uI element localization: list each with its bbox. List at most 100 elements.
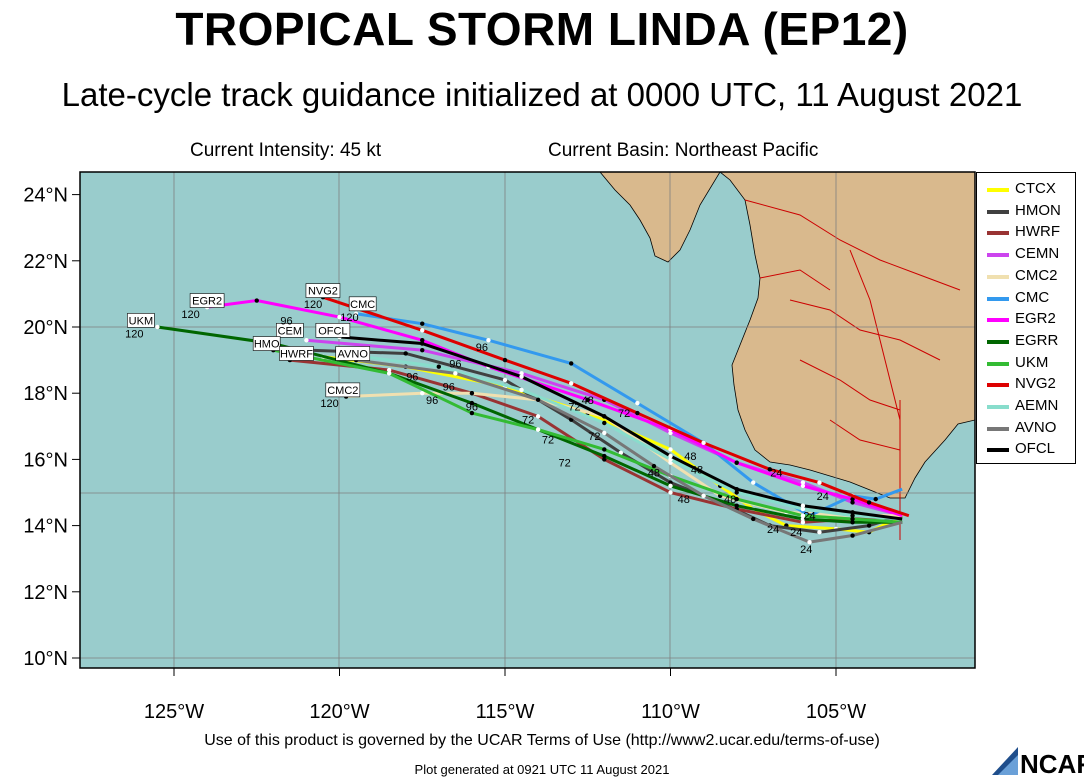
track-point [420,328,425,333]
label-text: AVNO [338,348,369,360]
current-basin: Current Basin: Northeast Pacific [548,140,819,161]
track-point [668,447,673,452]
forecast-hour-label: 96 [426,395,438,407]
label-text: 120 [320,398,338,410]
label-text: 24 [790,527,802,539]
track-point [436,364,441,369]
plot-generated: Plot generated at 0921 UTC 11 August 202… [414,762,670,777]
model-end-label: CMC2 [325,382,361,398]
forecast-hour-label: 96 [406,372,418,384]
track-point [569,381,574,386]
model-end-label: HWRF [279,346,314,361]
lat-tick-label: 10°N [23,648,68,670]
forecast-hour-label: 72 [522,415,534,427]
tracks-layer [155,295,910,545]
track-point [602,457,607,462]
forecast-hour-label: 24 [790,527,802,539]
label-text: 48 [678,494,690,506]
legend-swatch [987,448,1009,453]
label-text: 48 [691,464,703,476]
track-point [602,414,607,419]
forecast-hour-label: 48 [582,395,594,407]
label-text: 96 [443,382,455,394]
track-point [800,506,806,512]
label-text: 120 [304,299,322,311]
track-point [850,513,855,518]
terms-of-use: Use of this product is governed by the U… [204,732,880,749]
label-text: 48 [582,395,594,407]
label-text: 96 [406,372,418,384]
track-point [866,500,872,505]
legend-swatch [987,383,1009,388]
lat-tick-label: 22°N [23,251,68,273]
label-text: HMO [254,339,280,351]
model-end-label: AVNO [335,346,371,361]
forecast-hour-label: 120 [320,398,338,410]
label-text: 96 [466,401,478,413]
track-point [602,453,607,459]
ncar-logo-icon [992,747,1018,775]
lon-tick-label: 110°W [641,701,700,723]
track-point [734,496,739,502]
track-point [453,371,458,376]
track-point [155,324,160,330]
label-text: CMC2 [327,385,358,397]
forecast-hour-label: 24 [803,511,815,523]
track-point [800,503,806,508]
track-point [569,361,574,366]
forecast-hour-label: 120 [125,329,143,341]
forecast-hour-label: 24 [767,524,779,536]
legend-swatch [987,231,1009,236]
track-point [386,371,392,376]
forecast-hour-label: 96 [449,358,461,370]
forecast-hour-label: 96 [476,342,488,354]
label-box [276,323,304,338]
lon-tick-label: 120°W [309,701,369,723]
legend-label: UKM [1015,353,1049,371]
track-point [602,447,607,452]
track-point [585,397,590,403]
label-box [127,313,155,328]
track-point [850,533,855,538]
legend-swatch [987,339,1009,344]
forecast-hour-label: 120 [304,299,322,311]
forecast-hour-label: 72 [618,408,630,420]
legend-swatch [987,318,1009,323]
model-end-label: NVG2 [305,283,341,298]
track-nvg2 [322,295,910,518]
track-point [701,493,706,499]
label-text: 96 [426,395,438,407]
lat-tick-label: 24°N [23,185,68,207]
label-text: 24 [803,511,815,523]
track-point [850,510,855,515]
forecast-hour-label: 96 [280,315,292,327]
legend-swatch [987,253,1009,258]
track-avno [355,358,903,544]
label-text: 72 [542,435,554,447]
forecast-hour-label: 120 [340,312,358,324]
legend-label: HMON [1015,201,1061,219]
legend-swatch [987,209,1009,214]
track-point [519,374,524,379]
model-legend: CTCX HMON HWRF CEMN CMC2 CMC EGR2 EGRR UKM NVG2 AE… [976,172,1076,464]
forecast-hour-label: 24 [817,491,829,503]
label-text: 120 [125,329,143,341]
forecast-hour-label: 120 [181,309,199,321]
track-point [734,503,739,508]
grid-lines [80,172,975,668]
track-point [420,341,425,346]
track-point [502,357,508,363]
forecast-hour-label: 72 [542,435,554,447]
forecast-hour-label: 72 [558,458,570,470]
axis-ticks: 125°W 120°W 115°W 110°W 105°W 24°N 22°N 20°N 18°… [23,185,866,723]
label-text: 72 [588,431,600,443]
label-text: 72 [558,458,570,470]
track-point [469,410,475,416]
legend-swatch [987,274,1009,279]
track-point [800,516,806,522]
model-end-label: UKM [127,313,155,328]
track-point [337,314,342,320]
label-text: NVG2 [308,286,338,298]
